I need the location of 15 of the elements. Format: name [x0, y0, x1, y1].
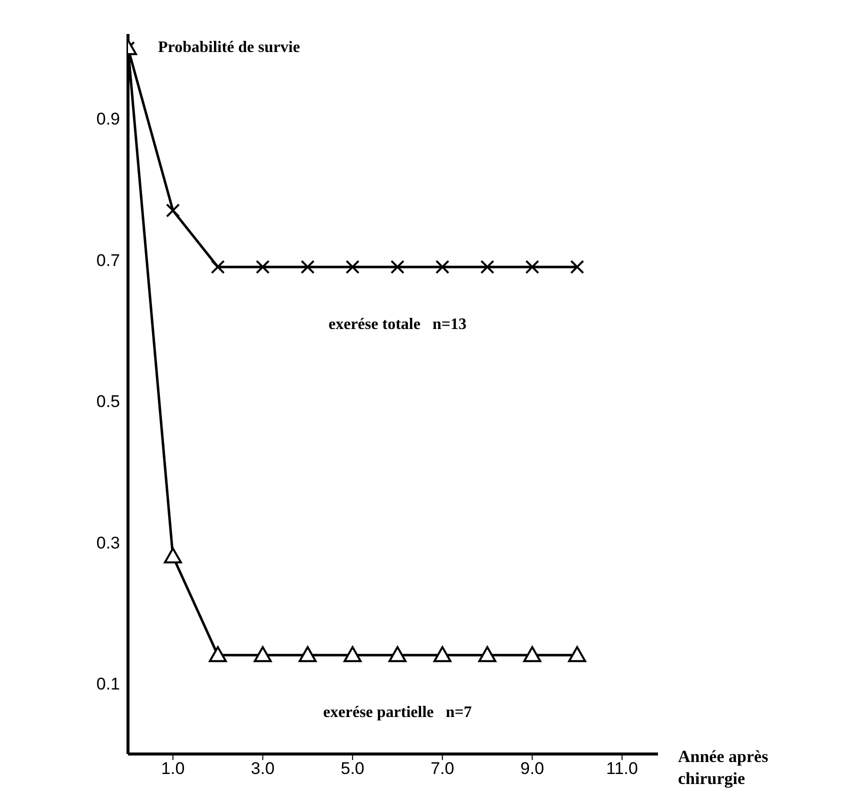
text: exerése totale n=13 — [328, 316, 466, 333]
y-tick-label: 0.3 — [96, 533, 120, 552]
text: exerése partielle n=7 — [323, 704, 472, 722]
x-tick-label: 9.0 — [520, 759, 544, 778]
y-tick-label: 0.7 — [96, 250, 120, 270]
y-tick-label: 0.9 — [96, 110, 120, 129]
x-tick-label: 3.0 — [250, 759, 275, 778]
y-axis-title: Probabilité de survie — [158, 39, 300, 56]
x-axis-title: Année après chirurgie — [678, 747, 769, 788]
x-tick-label: 11.0 — [606, 759, 638, 778]
x-tick-label: 5.0 — [340, 759, 364, 778]
y-tick-label: 0.1 — [96, 674, 120, 694]
x-tick-label: 7.0 — [430, 759, 454, 778]
x-tick-label: 1.0 — [161, 759, 185, 778]
y-tick-label: 0.5 — [96, 392, 120, 412]
